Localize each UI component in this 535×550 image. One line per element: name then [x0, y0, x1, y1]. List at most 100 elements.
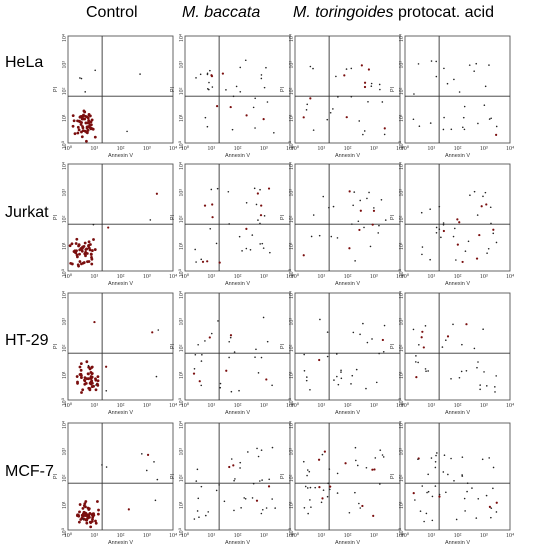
y-tick-label: 10¹	[179, 371, 185, 379]
event-dot	[82, 514, 85, 518]
event-dot	[333, 379, 335, 381]
event-dot	[263, 215, 266, 217]
plot-frame	[67, 163, 174, 272]
event-dot	[383, 127, 386, 130]
y-tick-label: 10³	[179, 448, 185, 456]
event-dot	[210, 74, 213, 77]
x-tick-label: 10⁴	[506, 274, 514, 280]
x-axis-label: Annexin V	[225, 540, 250, 546]
event-dot	[418, 125, 421, 128]
event-dot	[195, 261, 197, 263]
event-dot	[155, 375, 158, 378]
event-dot	[477, 361, 479, 363]
event-dot	[381, 338, 384, 342]
y-axis-label: PI	[390, 86, 396, 92]
y-tick-label: 10²	[289, 215, 295, 223]
event-dot	[490, 507, 493, 509]
event-dot	[494, 391, 496, 393]
event-dot	[442, 229, 445, 233]
y-tick-label: 10²	[62, 87, 68, 95]
event-dot	[309, 486, 312, 489]
event-dot	[453, 479, 455, 482]
event-dot	[94, 519, 97, 523]
event-dot	[461, 474, 463, 476]
x-tick-label: 10¹	[427, 403, 435, 409]
event-dot	[442, 128, 445, 131]
event-dot	[206, 260, 209, 263]
event-dot	[351, 374, 354, 377]
event-dot	[434, 485, 437, 487]
x-tick-label: 10⁴	[396, 533, 404, 539]
x-tick-label: 10³	[260, 274, 268, 280]
event-dot	[443, 116, 445, 119]
x-tick-label: 10¹	[207, 403, 215, 409]
event-dot	[495, 511, 498, 513]
event-dot	[431, 495, 434, 498]
event-dot	[358, 120, 361, 122]
event-dot	[196, 468, 199, 471]
event-dot	[418, 343, 420, 346]
x-tick-label: 10³	[143, 274, 151, 280]
y-tick-label: 10²	[399, 215, 405, 223]
event-dot	[495, 241, 498, 244]
y-axis-label: PI	[53, 86, 59, 92]
event-dot	[90, 118, 94, 122]
event-dot	[217, 320, 219, 322]
x-tick-label: 10¹	[317, 274, 325, 280]
event-dot	[321, 497, 324, 500]
row-label-ht29: HT-29	[5, 332, 49, 349]
event-dot	[494, 386, 496, 388]
x-tick-label: 10³	[480, 533, 488, 539]
event-dot	[450, 377, 452, 380]
event-dot	[371, 468, 374, 471]
y-tick-label: 10³	[399, 61, 405, 69]
y-tick-label: 10³	[62, 448, 68, 456]
y-tick-label: 10²	[289, 87, 295, 95]
y-tick-label: 10³	[179, 61, 185, 69]
event-dot	[219, 382, 222, 385]
event-dot	[225, 89, 227, 91]
y-tick-label: 10³	[399, 189, 405, 197]
event-dot	[367, 68, 370, 71]
event-dot	[475, 257, 479, 260]
x-tick-label: 10⁴	[286, 274, 294, 280]
event-dot	[85, 514, 88, 517]
event-dot	[78, 260, 82, 263]
y-axis-label: PI	[53, 214, 59, 220]
y-tick-label: 10³	[62, 189, 68, 197]
event-dot	[93, 320, 96, 324]
event-dot	[417, 458, 419, 461]
event-dot	[348, 247, 351, 250]
event-dot	[438, 495, 441, 498]
event-dot	[245, 247, 248, 250]
event-dot	[456, 243, 459, 246]
y-tick-label: 10⁰	[288, 140, 295, 149]
x-tick-label: 10³	[370, 403, 378, 409]
y-tick-label: 10⁰	[178, 140, 185, 149]
event-dot	[318, 234, 321, 237]
event-dot	[82, 109, 86, 113]
event-dot	[460, 370, 463, 373]
y-tick-label: 10⁰	[61, 527, 68, 536]
event-dot	[464, 510, 466, 512]
event-dot	[201, 260, 205, 263]
event-dot	[435, 454, 437, 457]
event-dot	[365, 466, 368, 469]
event-dot	[210, 332, 213, 335]
event-dot	[427, 490, 430, 493]
row-label-hela: HeLa	[5, 54, 44, 71]
event-dot	[260, 204, 263, 207]
y-tick-label: 10¹	[179, 114, 185, 122]
event-dot	[216, 187, 219, 190]
event-dot	[89, 525, 93, 529]
event-dot	[84, 512, 88, 515]
x-tick-label: 10²	[454, 274, 462, 280]
event-dot	[71, 124, 75, 128]
event-dot	[259, 243, 261, 245]
event-dot	[484, 191, 487, 194]
event-dot	[446, 82, 449, 85]
event-dot	[91, 249, 94, 252]
event-dot	[260, 512, 263, 515]
event-dot	[463, 497, 466, 500]
event-dot	[425, 370, 427, 373]
